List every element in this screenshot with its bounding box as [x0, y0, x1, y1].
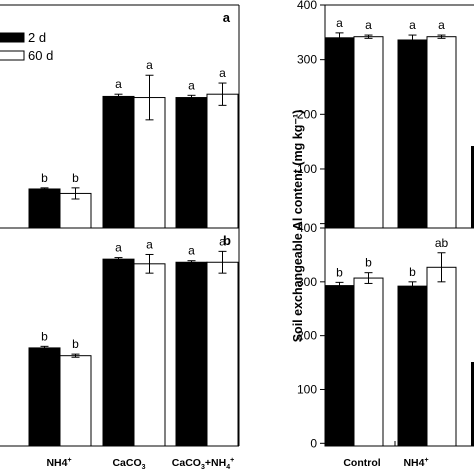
- x-category-labels-right: Control NH4+: [343, 457, 428, 469]
- significance-letter: a: [219, 234, 226, 248]
- y-tick-label: 400: [297, 221, 317, 235]
- significance-letter: a: [336, 16, 343, 30]
- significance-letter: a: [188, 244, 195, 258]
- category-label-nh4: NH4+: [46, 457, 71, 469]
- significance-letter: a: [188, 78, 195, 92]
- legend-label-60d: 60 d: [28, 48, 53, 63]
- y-tick-label: 200: [297, 107, 317, 121]
- bar-2d: [28, 347, 61, 447]
- panel-label-a: a: [223, 10, 231, 25]
- bar-2d: [324, 285, 355, 447]
- category-label-nh4-right: NH4+: [403, 457, 428, 469]
- significance-letter: a: [146, 237, 153, 251]
- legend: 2 d 60 d: [0, 30, 53, 63]
- bar-2d: [175, 97, 208, 229]
- y-tick-label: 100: [297, 382, 317, 396]
- bar-2d: [28, 188, 61, 229]
- bar-60d: [353, 36, 384, 229]
- significance-letter: b: [41, 329, 48, 343]
- category-label-caco3: CaCO3: [112, 457, 145, 471]
- significance-letter: b: [72, 337, 79, 351]
- significance-letter: a: [409, 18, 416, 32]
- y-tick-label: 300: [297, 53, 317, 67]
- bar-2d: [324, 37, 355, 229]
- legend-swatch-60d: [0, 50, 25, 61]
- y-tick-label: 100: [297, 162, 317, 176]
- y-tick-label: 300: [297, 275, 317, 289]
- bar-60d: [133, 263, 166, 447]
- bar-60d: [426, 36, 457, 229]
- panel-label-b: b: [223, 233, 231, 248]
- y-tick-label: 200: [297, 329, 317, 343]
- bar-60d: [206, 261, 239, 447]
- category-label-control: Control: [343, 457, 380, 469]
- bar-60d: [353, 277, 384, 447]
- bar-2d: [397, 39, 428, 229]
- y-tick-label: 0: [310, 436, 317, 450]
- clipped-bar: [471, 362, 474, 446]
- significance-letter: b: [409, 265, 416, 279]
- significance-letter: b: [365, 256, 372, 270]
- y-tick-label: 400: [297, 0, 317, 12]
- bar-2d: [397, 285, 428, 447]
- significance-letter: a: [219, 66, 226, 80]
- legend-swatch-2d: [0, 32, 25, 43]
- clipped-bar: [471, 146, 474, 228]
- bar-60d: [59, 355, 92, 447]
- significance-letter: a: [146, 58, 153, 72]
- y-axis-title: Soil exchangeable Al content (mg kg⁻¹): [291, 110, 305, 343]
- significance-letter: b: [336, 265, 343, 279]
- category-label-caco3-nh4: CaCO3+NH4+: [172, 457, 234, 471]
- bar-2d: [175, 261, 208, 447]
- bar-2d: [102, 258, 135, 447]
- bar-60d: [206, 93, 239, 229]
- significance-letter: a: [438, 18, 445, 32]
- bar-2d: [102, 95, 135, 229]
- significance-letter: b: [41, 171, 48, 185]
- significance-letter: b: [72, 171, 79, 185]
- significance-letter: a: [115, 77, 122, 91]
- significance-letter: a: [365, 18, 372, 32]
- x-category-labels-left: NH4+ CaCO3 CaCO3+NH4+: [46, 457, 234, 471]
- bar-60d: [426, 266, 457, 447]
- legend-label-2d: 2 d: [28, 30, 46, 45]
- significance-letter: ab: [435, 236, 449, 250]
- significance-letter: a: [115, 241, 122, 255]
